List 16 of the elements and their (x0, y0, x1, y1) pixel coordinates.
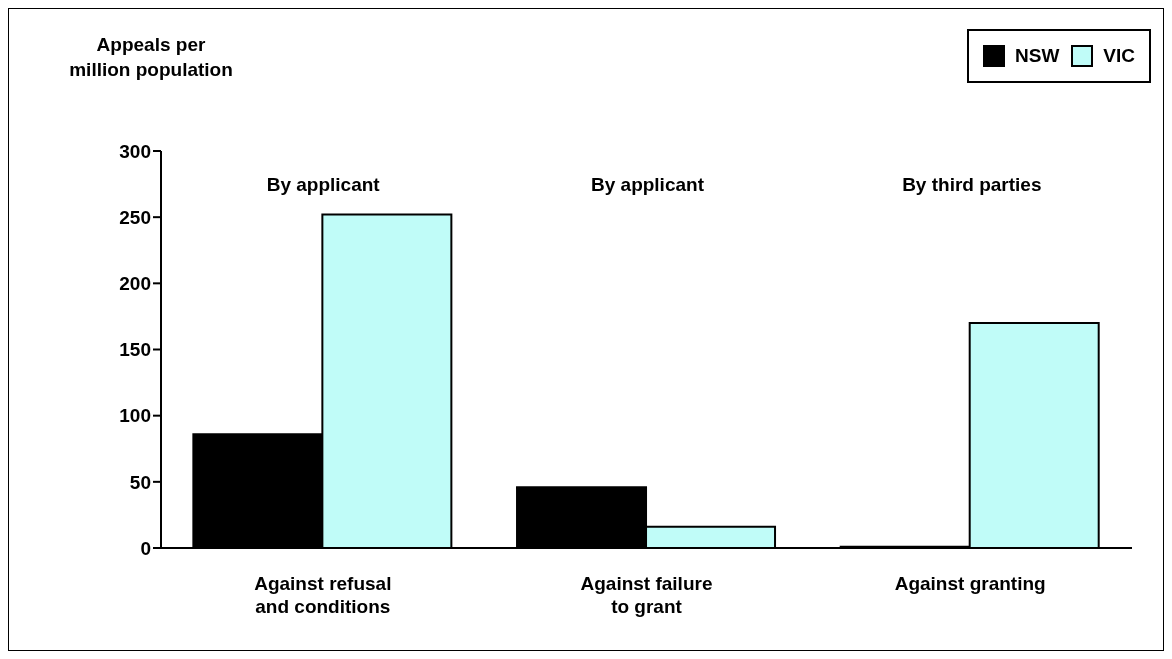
y-tick-label: 0 (140, 537, 151, 559)
y-tick-label: 300 (119, 140, 151, 162)
legend-label: NSW (1014, 45, 1060, 67)
y-axis-title: Appeals per million population (69, 34, 233, 80)
annotation: By applicant (590, 174, 705, 196)
y-tick-label: 200 (119, 273, 151, 295)
x-tick-label: Against granting (894, 573, 1046, 594)
y-tick-label: 50 (129, 471, 151, 493)
annotation: By applicant (265, 174, 381, 196)
legend-label: VIC (1103, 45, 1135, 67)
x-tick-label: Against refusal and conditions (254, 573, 392, 617)
x-tick-label: Against failure to grant (580, 573, 713, 617)
annotation: By third parties (901, 174, 1043, 196)
y-tick-label: 250 (119, 206, 151, 228)
y-tick-label: 100 (119, 405, 151, 427)
y-tick-label: 150 (119, 339, 151, 361)
